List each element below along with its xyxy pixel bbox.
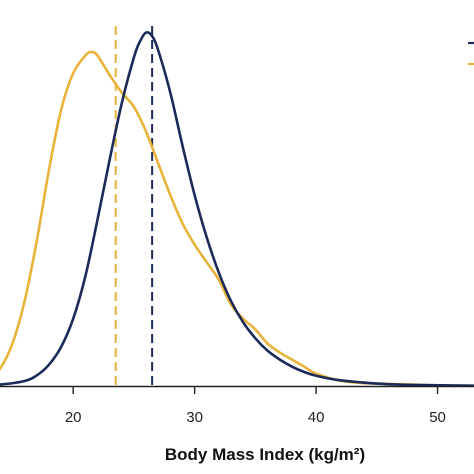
density-curve-1 (0, 31, 474, 387)
x-tick-label-3: 50 (429, 409, 446, 426)
legend-fragment (468, 41, 474, 66)
x-tick-label-2: 40 (308, 409, 325, 426)
density-curves (0, 31, 474, 387)
x-axis-ticks: 20 30 40 50 (65, 386, 446, 426)
plot-area (0, 26, 474, 387)
reference-lines (114, 26, 154, 386)
density-curve-0 (0, 50, 433, 387)
x-tick-label-1: 30 (186, 409, 203, 426)
x-axis-title: Body Mass Index (kg/m²) (165, 445, 365, 464)
x-tick-label-0: 20 (65, 409, 82, 426)
